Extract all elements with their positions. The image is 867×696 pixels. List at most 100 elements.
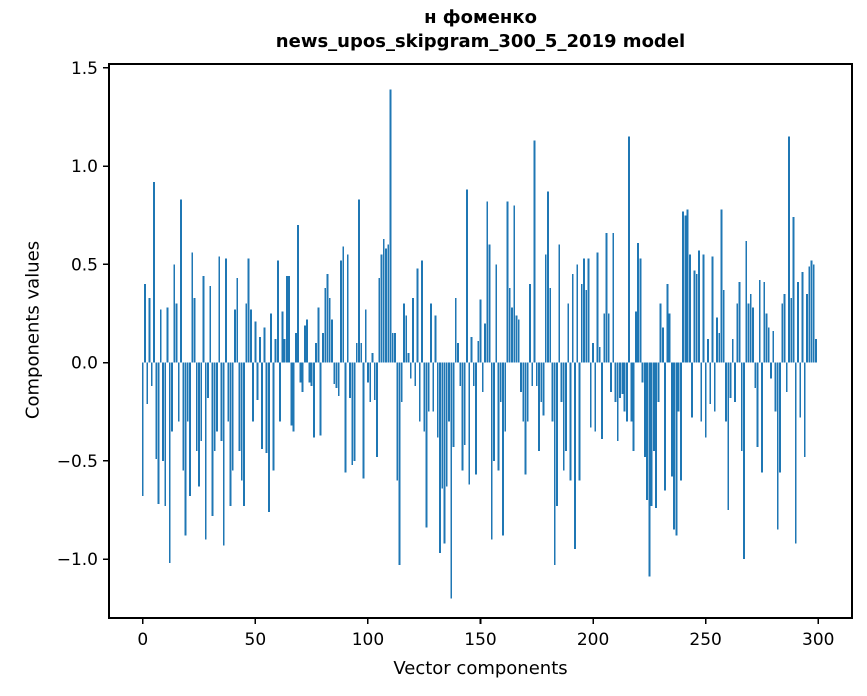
bar bbox=[596, 252, 599, 363]
bar bbox=[434, 315, 437, 363]
bar bbox=[585, 289, 588, 363]
bar bbox=[391, 333, 394, 363]
bar bbox=[225, 258, 227, 363]
bar bbox=[294, 333, 297, 363]
bar bbox=[204, 362, 207, 540]
bar bbox=[252, 362, 254, 422]
bar bbox=[648, 362, 651, 577]
bar bbox=[441, 362, 444, 489]
bar bbox=[173, 264, 176, 363]
bar bbox=[488, 244, 491, 363]
bar bbox=[486, 201, 489, 363]
bar bbox=[637, 242, 640, 363]
bar bbox=[745, 240, 748, 363]
chart-title-line2: news_upos_skipgram_300_5_2019 model bbox=[275, 31, 686, 52]
bar bbox=[245, 303, 248, 363]
bar bbox=[673, 362, 676, 530]
bar bbox=[162, 362, 164, 461]
bar bbox=[195, 362, 198, 452]
bar bbox=[351, 362, 354, 465]
bar bbox=[698, 250, 700, 363]
bar bbox=[299, 362, 302, 383]
bar bbox=[412, 297, 414, 363]
bar bbox=[738, 282, 741, 363]
bar bbox=[400, 362, 403, 402]
bar bbox=[182, 362, 185, 471]
bar bbox=[652, 362, 655, 452]
bar bbox=[797, 282, 799, 363]
bar bbox=[443, 362, 446, 544]
bar bbox=[454, 297, 457, 363]
bar bbox=[459, 362, 462, 387]
bar bbox=[403, 303, 405, 363]
bar bbox=[553, 362, 556, 565]
bar bbox=[531, 362, 534, 387]
bar bbox=[256, 362, 259, 400]
bar bbox=[625, 362, 628, 422]
bar bbox=[619, 362, 621, 398]
x-tick-label: 300 bbox=[802, 630, 834, 650]
bar bbox=[522, 362, 525, 422]
bar bbox=[283, 339, 286, 363]
bar bbox=[725, 362, 727, 422]
bar bbox=[605, 232, 608, 363]
bar bbox=[328, 297, 331, 363]
bar bbox=[306, 319, 309, 363]
bar bbox=[670, 362, 673, 477]
bar bbox=[326, 274, 329, 363]
bar bbox=[290, 362, 293, 426]
bar bbox=[511, 307, 513, 363]
bar bbox=[598, 346, 601, 363]
bar bbox=[508, 287, 511, 363]
bar bbox=[792, 217, 795, 363]
bar bbox=[754, 362, 757, 389]
bar bbox=[772, 331, 775, 363]
bar bbox=[594, 362, 597, 432]
bar bbox=[684, 215, 687, 363]
bar bbox=[398, 362, 401, 565]
bar bbox=[774, 362, 777, 412]
bar bbox=[191, 252, 194, 363]
bar bbox=[533, 140, 536, 363]
bar bbox=[524, 362, 527, 475]
bar bbox=[763, 282, 766, 363]
bar bbox=[664, 362, 667, 491]
y-tick-label: −1.0 bbox=[57, 550, 98, 570]
bar bbox=[159, 309, 162, 363]
x-tick-label: 50 bbox=[245, 630, 267, 650]
bar bbox=[682, 211, 685, 363]
bar bbox=[198, 362, 200, 487]
bar bbox=[812, 264, 815, 363]
bar bbox=[414, 362, 417, 387]
bar bbox=[342, 246, 345, 363]
bar bbox=[808, 266, 811, 363]
bar bbox=[693, 270, 696, 363]
bar bbox=[394, 333, 396, 363]
bar bbox=[495, 264, 498, 363]
bar bbox=[601, 362, 603, 440]
bar bbox=[261, 362, 263, 450]
bar bbox=[734, 362, 736, 402]
bar bbox=[612, 232, 615, 363]
bar bbox=[493, 362, 495, 461]
bar bbox=[171, 362, 173, 432]
bar bbox=[344, 362, 347, 473]
bar bbox=[767, 327, 770, 363]
bar bbox=[362, 362, 365, 479]
bar bbox=[213, 362, 216, 452]
bar bbox=[806, 293, 808, 363]
bar bbox=[711, 256, 714, 363]
bar bbox=[707, 339, 709, 363]
bar bbox=[477, 341, 480, 363]
bar bbox=[184, 362, 187, 536]
bar bbox=[450, 362, 453, 599]
bar bbox=[668, 313, 671, 363]
bar bbox=[700, 362, 703, 422]
bar bbox=[765, 313, 768, 363]
bar bbox=[157, 362, 160, 505]
bar bbox=[193, 297, 196, 363]
bar bbox=[718, 333, 721, 363]
bar bbox=[484, 323, 486, 363]
